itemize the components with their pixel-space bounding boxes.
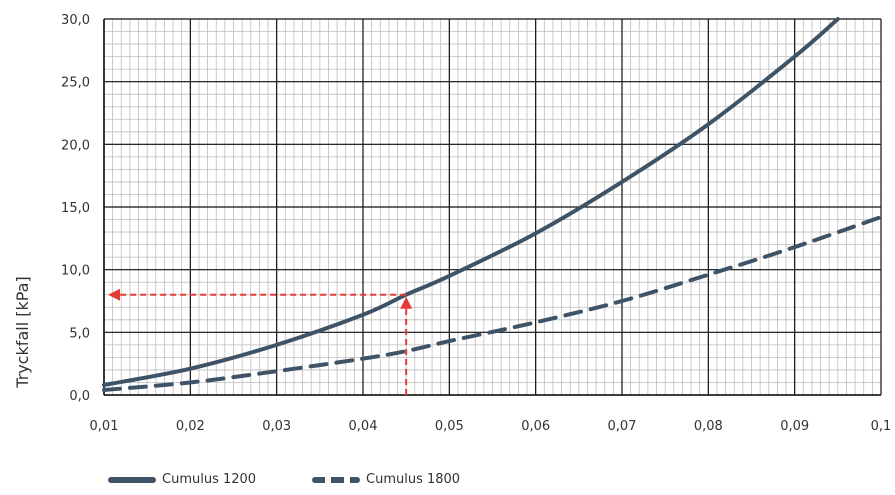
series-line-solid bbox=[102, 17, 840, 387]
series-line-dashed bbox=[102, 215, 883, 392]
y-tick-label: 30,0 bbox=[61, 13, 90, 28]
x-tick-label: 0,07 bbox=[608, 419, 637, 434]
x-tick-label: 0,1 bbox=[871, 419, 892, 434]
x-tick-labels: 0,01 0,02 0,03 0,04 0,05 0,06 0,07 0,08 0,09 0,1 bbox=[90, 419, 892, 434]
axes bbox=[103, 19, 881, 396]
y-tick-label: 5,0 bbox=[69, 326, 90, 341]
annotation-arrowhead-left-icon bbox=[108, 288, 120, 301]
reading-annotation bbox=[108, 288, 413, 395]
y-tick-label: 25,0 bbox=[61, 76, 90, 91]
x-tick-label: 0,05 bbox=[435, 419, 464, 434]
y-axis-label: Tryckfall [kPa] bbox=[13, 276, 32, 388]
y-tick-label: 15,0 bbox=[61, 201, 90, 216]
y-tick-label: 10,0 bbox=[61, 264, 90, 279]
x-tick-label: 0,08 bbox=[694, 419, 723, 434]
x-tick-label: 0,03 bbox=[262, 419, 291, 434]
series-lines bbox=[102, 17, 883, 392]
x-tick-label: 0,04 bbox=[349, 419, 378, 434]
x-tick-label: 0,09 bbox=[780, 419, 809, 434]
x-tick-label: 0,02 bbox=[176, 419, 205, 434]
y-tick-labels: 0,0 5,0 10,0 15,0 20,0 25,0 30,0 bbox=[61, 13, 90, 404]
x-tick-label: 0,01 bbox=[90, 419, 119, 434]
y-tick-label: 20,0 bbox=[61, 138, 90, 153]
x-tick-label: 0,06 bbox=[521, 419, 550, 434]
annotation-arrowhead-up-icon bbox=[400, 296, 413, 309]
y-tick-label: 0,0 bbox=[69, 389, 90, 404]
